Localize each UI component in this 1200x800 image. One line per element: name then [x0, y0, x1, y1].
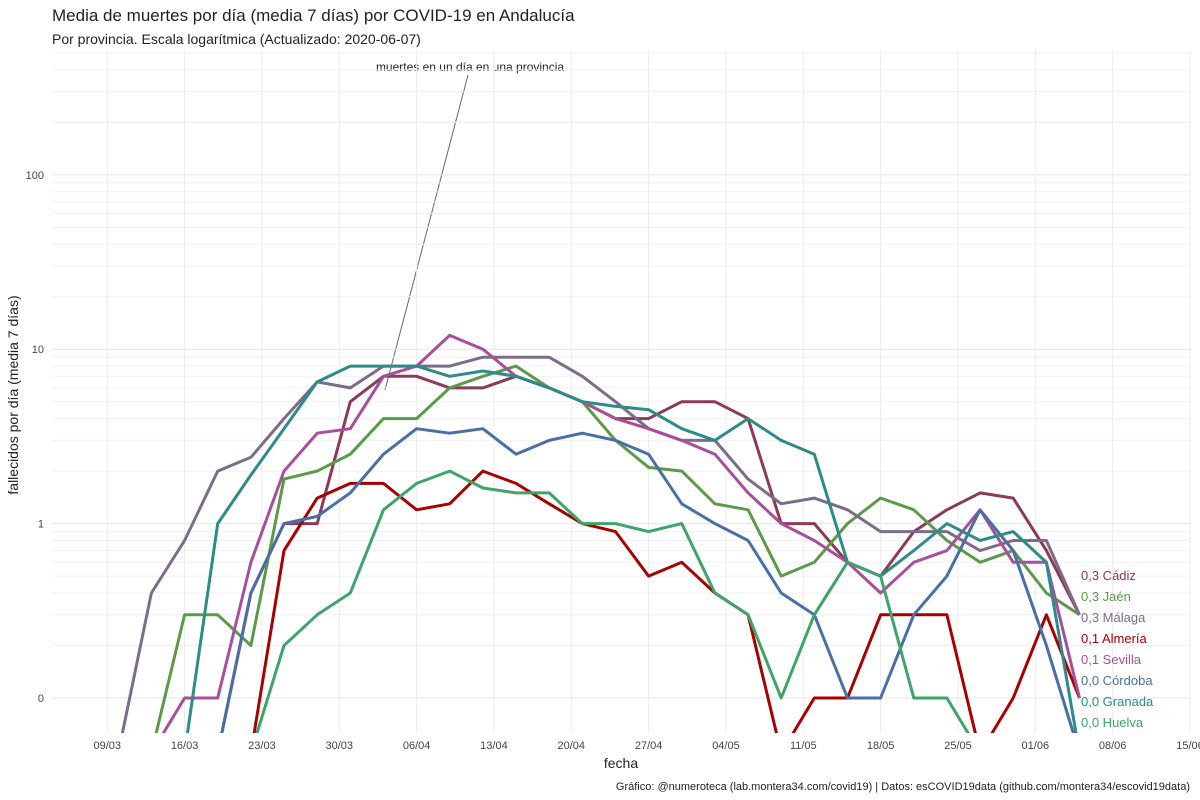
chart-subtitle: Por provincia. Escala logarítmica (Actua…	[52, 31, 421, 47]
series-end-label: 0,3 Málaga	[1081, 610, 1146, 625]
y-axis-label: fallecidos por día (media 7 días)	[5, 295, 21, 494]
x-tick-label: 15/06	[1176, 740, 1200, 752]
series-end-label: 0,1 Sevilla	[1081, 652, 1142, 667]
x-tick-label: 09/03	[93, 740, 121, 752]
series-line	[252, 469, 1081, 733]
y-tick-label: 100	[26, 170, 44, 182]
series-end-label: 0,0 Córdoba	[1081, 673, 1153, 688]
x-tick-label: 20/04	[558, 740, 586, 752]
x-tick-label: 23/03	[248, 740, 276, 752]
x-tick-label: 04/05	[712, 740, 740, 752]
y-tick-label: 0	[38, 693, 44, 705]
x-tick-label: 13/04	[480, 740, 508, 752]
caption: Gráfico: @numeroteca (lab.montera34.com/…	[616, 781, 1190, 793]
series-line	[185, 364, 1078, 733]
chart-title: Media de muertes por día (media 7 días) …	[52, 6, 575, 25]
series-end-label: 0,3 Jaén	[1081, 589, 1131, 604]
annotation: muertes en un día en una provincia	[376, 60, 564, 74]
y-tick-label: 1	[38, 519, 44, 531]
x-tick-label: 06/04	[403, 740, 431, 752]
x-tick-label: 16/03	[171, 740, 199, 752]
series-line	[220, 427, 1075, 733]
series-end-label: 0,3 Cádiz	[1081, 568, 1136, 583]
x-tick-label: 01/06	[1022, 740, 1050, 752]
series-line	[220, 374, 1081, 733]
x-tick-label: 08/06	[1099, 740, 1127, 752]
x-tick-label: 18/05	[867, 740, 895, 752]
x-axis-label: fecha	[604, 755, 638, 771]
series-end-label: 0,0 Huelva	[1081, 715, 1144, 730]
x-tick-label: 25/05	[944, 740, 972, 752]
series-line	[161, 333, 1081, 733]
series-line	[120, 355, 1081, 733]
series-end-label: 0,0 Granada	[1081, 694, 1154, 709]
series-end-label: 0,1 Almería	[1081, 631, 1148, 646]
plot-area	[120, 333, 1081, 733]
x-tick-label: 27/04	[635, 740, 663, 752]
grid	[52, 50, 1191, 733]
y-tick-label: 10	[32, 344, 44, 356]
x-tick-label: 11/05	[790, 740, 817, 752]
annotation-line	[384, 74, 469, 391]
x-tick-label: 30/03	[325, 740, 353, 752]
series-line	[255, 469, 970, 733]
